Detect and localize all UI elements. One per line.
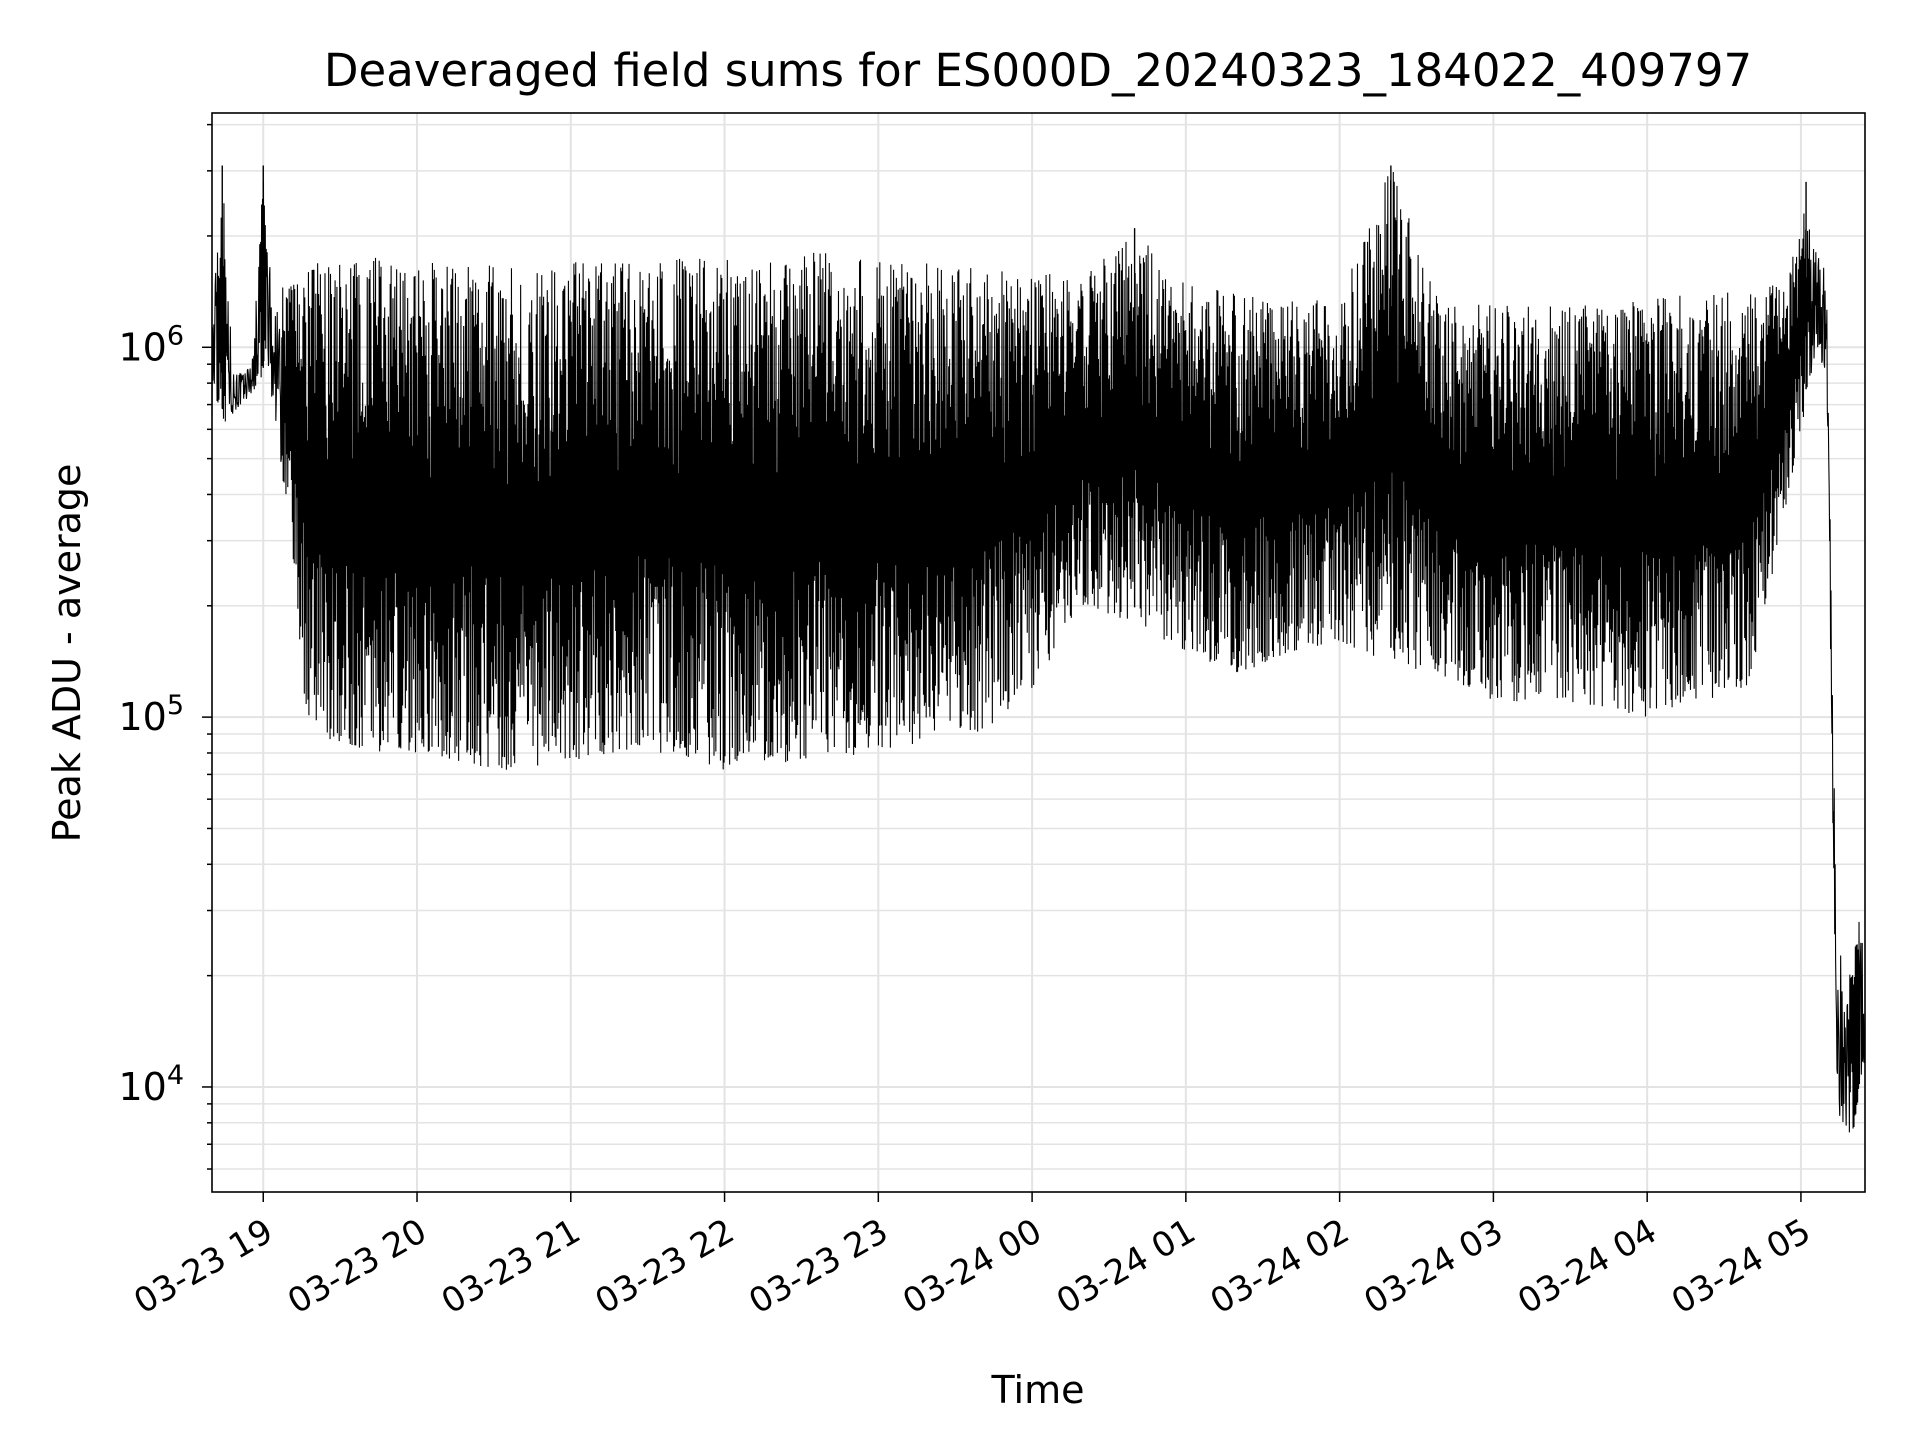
x-axis-label: Time bbox=[991, 1368, 1085, 1412]
y-tick-label: 104 bbox=[118, 1060, 184, 1109]
y-axis-label: Peak ADU - average bbox=[45, 464, 89, 843]
data-line bbox=[211, 171, 1866, 1133]
y-tick-label: 105 bbox=[118, 690, 184, 739]
y-tick-label: 106 bbox=[118, 320, 184, 369]
series-line bbox=[211, 165, 1866, 1133]
y-axis-ticks: 104 105 106 bbox=[118, 123, 212, 1170]
plot-frame bbox=[211, 112, 1866, 1193]
chart-title: Deaveraged field sums for ES000D_2024032… bbox=[324, 44, 1752, 97]
